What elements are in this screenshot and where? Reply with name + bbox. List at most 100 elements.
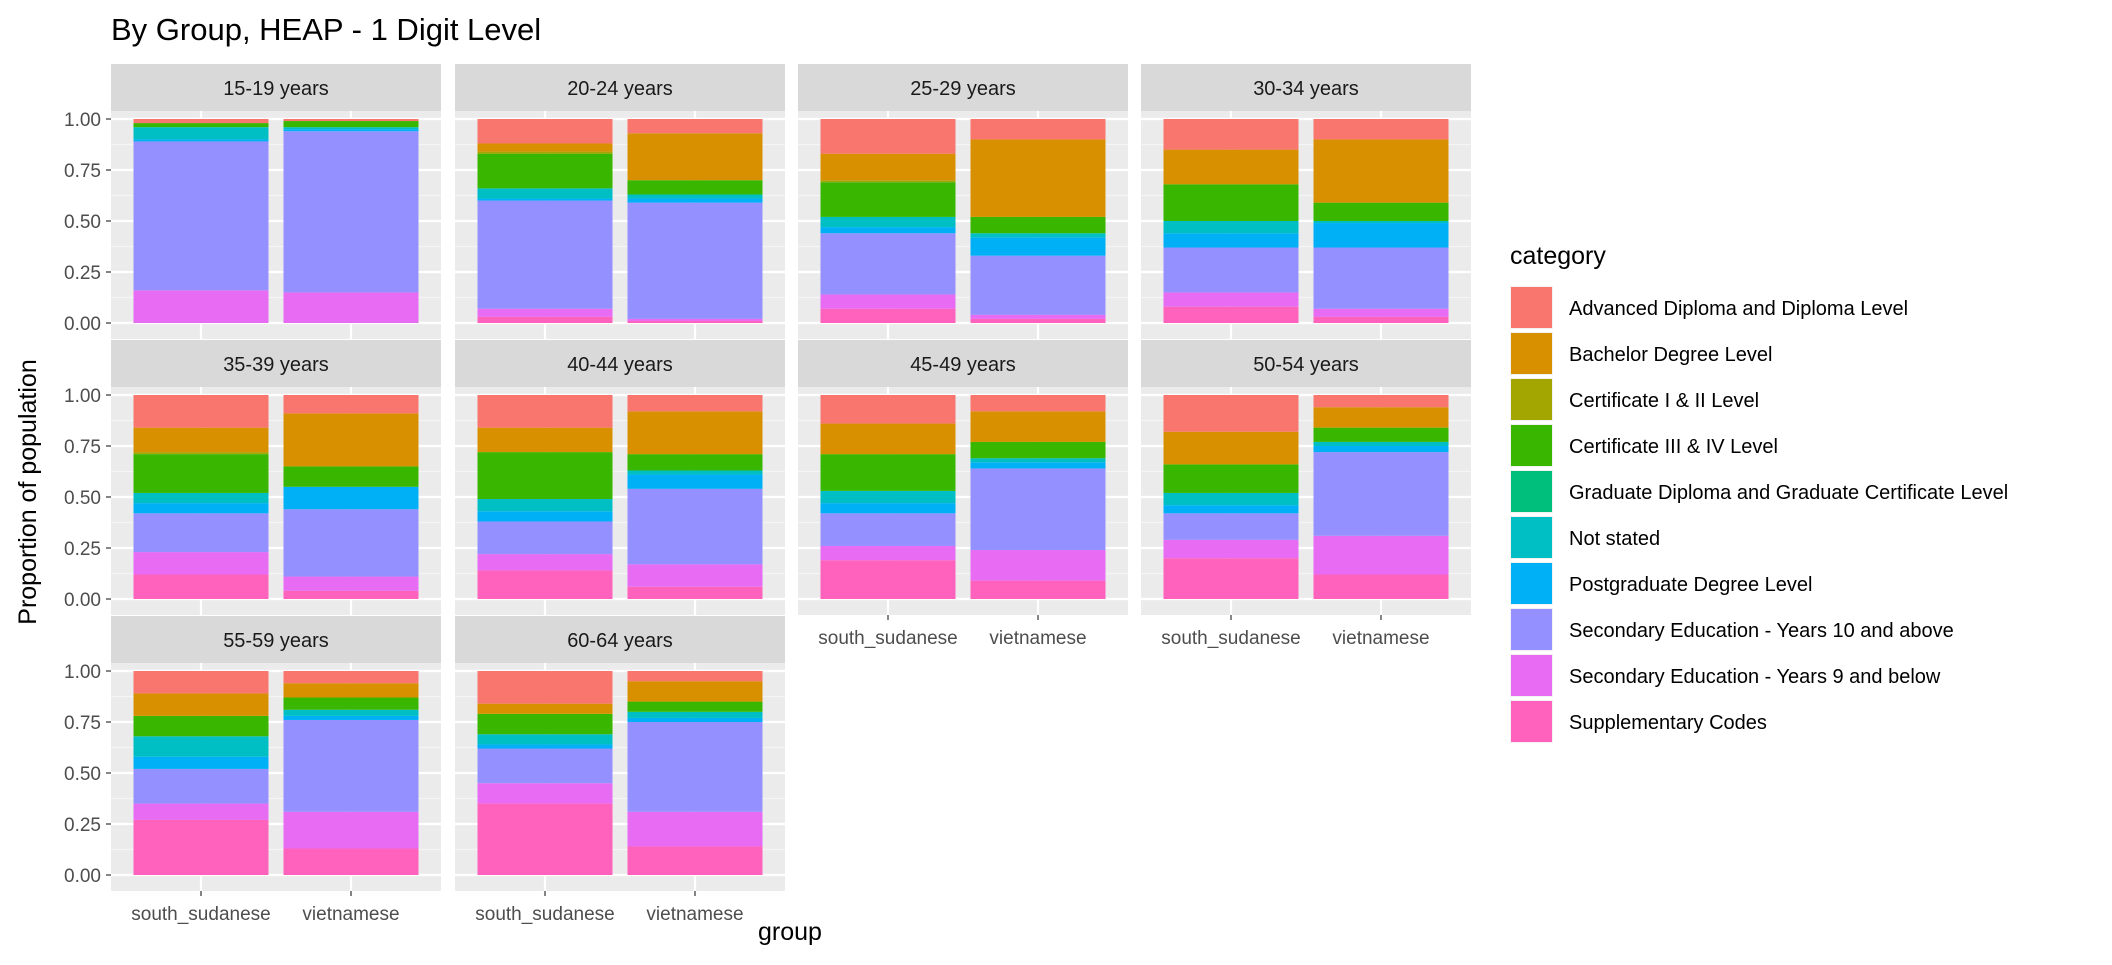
bar-segment-post	[627, 717, 763, 722]
bar-segment-adv	[283, 671, 419, 684]
bar-segment-bach	[133, 427, 269, 453]
bar-segment-sec10	[627, 202, 763, 319]
bar-segment-sec9	[477, 308, 613, 317]
facet-strip	[1141, 340, 1471, 387]
bar-segment-ns	[477, 499, 613, 512]
legend-item-label: Not stated	[1569, 528, 1660, 550]
bar-segment-sec10	[1313, 247, 1449, 309]
bar-segment-ns	[1163, 221, 1299, 234]
bar-segment-post	[820, 227, 956, 234]
bar-segment-supp	[477, 570, 613, 599]
bar-segment-supp	[477, 316, 613, 323]
legend-item-label: Secondary Education - Years 10 and above	[1569, 620, 1954, 642]
facet-panel: 30-34 years	[1141, 64, 1471, 339]
bar-segment-post	[1163, 233, 1299, 248]
legend-swatch	[1511, 287, 1552, 328]
bar-segment-supp	[970, 580, 1106, 599]
bar-segment-bach	[627, 133, 763, 181]
facet-strip-label: 55-59 years	[223, 630, 329, 652]
bar-segment-sec10	[970, 255, 1106, 315]
bar-segment-adv	[283, 395, 419, 414]
y-tick-label: 0.50	[64, 764, 101, 785]
bar-segment-bach	[970, 139, 1106, 217]
bar-segment-ns	[477, 188, 613, 199]
x-axis-title: group	[758, 918, 822, 946]
bar-segment-supp	[1313, 316, 1449, 323]
bar-segment-sec9	[820, 294, 956, 309]
bar-segment-cert34	[133, 123, 269, 128]
bar-segment-ns	[133, 492, 269, 504]
bar-segment-sec10	[1163, 513, 1299, 540]
bar-segment-bach	[477, 143, 613, 152]
legend: category Advanced Diploma and Diploma Le…	[1510, 242, 2008, 743]
facet-strip	[111, 616, 441, 663]
bar-segment-cert12	[133, 452, 269, 455]
y-tick-label: 0.75	[64, 437, 101, 458]
bar-segment-post	[627, 198, 763, 203]
bar-segment-bach	[627, 681, 763, 702]
bar-segment-sec9	[283, 292, 419, 323]
legend-title: category	[1510, 242, 1606, 270]
bar-segment-post	[133, 139, 269, 142]
legend-item-label: Graduate Diploma and Graduate Certificat…	[1569, 482, 2008, 504]
bar-segment-ns	[133, 736, 269, 757]
bar-segment-supp	[627, 586, 763, 599]
bar-segment-ns	[627, 194, 763, 199]
bar-segment-ns	[477, 734, 613, 745]
x-tick-label: south_sudanese	[131, 904, 270, 925]
bar-segment-sec9	[477, 783, 613, 804]
y-tick-label: 1.00	[64, 386, 101, 407]
bar-segment-sec10	[283, 509, 419, 577]
bar-segment-post	[970, 237, 1106, 256]
bar-segment-cert34	[1163, 184, 1299, 221]
bar-segment-post	[627, 474, 763, 489]
legend-item-label: Advanced Diploma and Diploma Level	[1569, 298, 1908, 320]
bar-segment-sec9	[627, 318, 763, 321]
bar-segment-adv	[627, 119, 763, 134]
bar-segment-sec9	[133, 290, 269, 323]
bar-segment-bach	[1313, 139, 1449, 203]
legend-swatch	[1511, 701, 1552, 742]
legend-swatch	[1511, 517, 1552, 558]
bar-segment-ns	[970, 233, 1106, 238]
bar-segment-post	[477, 198, 613, 201]
bar-segment-sec10	[1313, 452, 1449, 536]
bar-segment-adv	[133, 119, 269, 124]
bar-segment-adv	[477, 671, 613, 704]
bar-segment-adv	[1313, 119, 1449, 140]
bar-segment-bach	[477, 427, 613, 453]
bar-segment-adv	[477, 119, 613, 144]
bar-segment-adv	[820, 395, 956, 424]
bar-segment-supp	[283, 848, 419, 875]
bar-segment-cert34	[477, 713, 613, 735]
bar-segment-supp	[1313, 574, 1449, 599]
bar-segment-cert34	[627, 701, 763, 712]
bar-segment-bach	[1163, 431, 1299, 465]
bar-segment-sec9	[283, 811, 419, 849]
legend-item-label: Postgraduate Degree Level	[1569, 574, 1813, 596]
bar-segment-post	[133, 503, 269, 514]
legend-swatch	[1511, 609, 1552, 650]
facet-strip-label: 60-64 years	[567, 630, 673, 652]
bar-segment-bach	[627, 411, 763, 455]
bar-segment-sec10	[970, 468, 1106, 551]
bar-segment-ns	[820, 216, 956, 228]
bar-segment-cert34	[1313, 427, 1449, 442]
y-tick-label: 0.25	[64, 539, 101, 560]
bar-segment-sec9	[1163, 539, 1299, 559]
bar-segment-supp	[133, 574, 269, 599]
bar-segment-cert34	[627, 180, 763, 195]
bar-segment-sec9	[477, 554, 613, 571]
bar-segment-sec9	[970, 314, 1106, 319]
bar-segment-sec10	[133, 141, 269, 291]
facet-strip	[111, 64, 441, 111]
bar-segment-sec10	[133, 768, 269, 804]
bar-segment-sec10	[820, 233, 956, 295]
bar-segment-cert34	[477, 153, 613, 189]
y-tick-label: 1.00	[64, 662, 101, 683]
facet-panel: 45-49 years south_sudanese vietnamese	[798, 340, 1128, 649]
bar-segment-sec9	[283, 576, 419, 591]
bar-segment-sec10	[283, 131, 419, 293]
y-tick-label: 0.00	[64, 590, 101, 611]
facet-panel: 50-54 years south_sudanese vietnamese	[1141, 340, 1471, 649]
